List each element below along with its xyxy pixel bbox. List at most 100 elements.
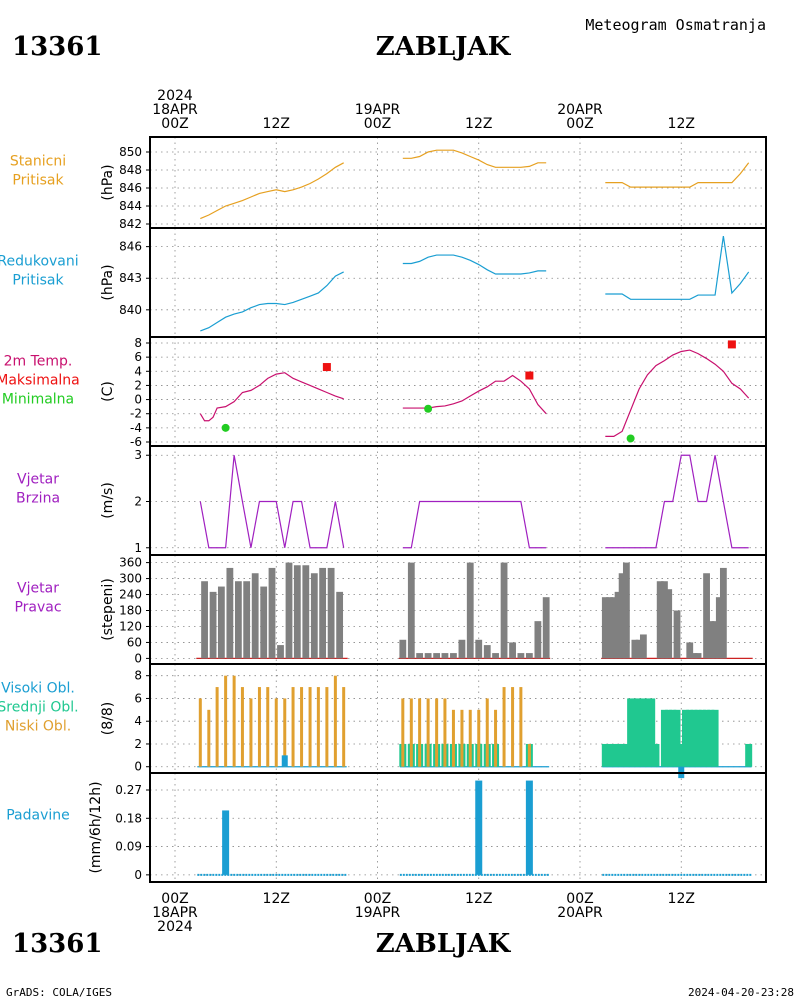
- wind-direction-bar: [217, 586, 225, 659]
- y-tick-label: -2: [130, 407, 142, 421]
- precip-bar: [525, 780, 533, 875]
- low-cloud-bar: [316, 687, 320, 767]
- wind-direction-bar: [534, 621, 542, 659]
- y-tick-label: 4: [134, 714, 142, 728]
- series-line: [605, 454, 749, 549]
- series-line: [199, 455, 345, 549]
- wind-direction-bar: [631, 639, 639, 659]
- panel-station-pressure: 842 844 846 848 850 Stanicni Pritisak (hPa): [10, 136, 767, 231]
- panel-frame: [149, 227, 767, 338]
- wind-direction-bar: [327, 567, 335, 659]
- y-tick-label: 8: [134, 336, 142, 350]
- wind-direction-bar: [606, 597, 613, 659]
- y-tick-label: 0: [134, 393, 142, 407]
- low-cloud-bar: [207, 709, 211, 767]
- top-time-label: 12Z: [668, 116, 695, 132]
- bottom-time-label: 00Z: [161, 891, 188, 907]
- low-cloud-bar: [494, 709, 498, 767]
- mid-cloud-bar: [682, 709, 690, 767]
- low-cloud-bar: [198, 698, 202, 767]
- y-tick-label: -6: [130, 435, 142, 449]
- wind-direction-bar: [475, 639, 483, 659]
- station-name: ZABLJAK: [376, 32, 512, 62]
- bottom-time-label: 00Z: [364, 891, 391, 907]
- min-temp-marker: [626, 434, 635, 443]
- wind-direction-bar: [542, 597, 550, 659]
- panel-reduced-pressure: 840 843 846 Redukovani Pritisak (hPa): [0, 227, 767, 338]
- mid-cloud-bar: [669, 709, 677, 767]
- wind-direction-bar: [509, 642, 516, 659]
- wind-direction-bar: [665, 589, 673, 659]
- mid-cloud-bar: [631, 698, 639, 767]
- bottom-time-label: 20APR: [557, 905, 603, 921]
- wind-direction-bar: [201, 581, 208, 659]
- footer-timestamp: 2024-04-20-23:28: [688, 986, 794, 999]
- wind-direction-bar: [458, 639, 466, 659]
- mid-cloud-bar: [703, 709, 711, 767]
- low-cloud-bar: [460, 709, 464, 767]
- max-temp-marker: [525, 371, 534, 380]
- panel-side-label: Pritisak: [12, 173, 64, 189]
- y-tick-label: 4: [134, 364, 142, 378]
- wind-direction-bar: [673, 610, 681, 659]
- mid-cloud-bar: [665, 709, 673, 767]
- wind-direction-bar: [416, 653, 424, 659]
- low-cloud-bar: [325, 687, 329, 767]
- wind-direction-bar: [614, 591, 622, 659]
- y-tick-label: 60: [127, 635, 142, 649]
- mid-cloud-bar: [652, 743, 660, 767]
- wind-direction-bar: [610, 597, 618, 659]
- panel-side-label: Niski Obl.: [5, 719, 71, 735]
- y-tick-label: 2: [134, 378, 142, 392]
- mid-cloud-bar: [698, 709, 706, 767]
- series-line: [402, 254, 547, 275]
- wind-direction-bar: [690, 653, 698, 659]
- wind-direction-bar: [492, 653, 499, 659]
- wind-direction-bar: [500, 562, 508, 659]
- min-temp-marker: [424, 404, 433, 413]
- series-line: [605, 162, 750, 188]
- wind-direction-bar: [686, 642, 694, 659]
- wind-direction-bar: [694, 653, 702, 659]
- page-header: 13361 ZABLJAK Meteogram Osmatranja: [12, 16, 766, 62]
- y-tick-label: 6: [134, 350, 142, 364]
- y-tick-label: 848: [119, 163, 142, 177]
- low-cloud-bar: [426, 698, 430, 767]
- top-time-label: 00Z: [364, 116, 391, 132]
- wind-direction-bar: [310, 573, 318, 659]
- low-cloud-bar: [511, 687, 515, 767]
- low-cloud-bar: [333, 675, 337, 767]
- high-cloud-bar: [281, 755, 288, 767]
- mid-cloud-bar: [694, 709, 702, 767]
- footer-station-name: ZABLJAK: [376, 929, 512, 959]
- bottom-time-label: 18APR: [152, 905, 198, 921]
- low-cloud-bar: [409, 698, 413, 767]
- panel-side-label: Pravac: [14, 600, 61, 616]
- mid-cloud-bar: [618, 743, 626, 767]
- bottom-time-label: 12Z: [668, 891, 695, 907]
- low-cloud-bar: [308, 687, 312, 767]
- mid-cloud-bar: [639, 698, 647, 767]
- panel-side-label: Pritisak: [12, 273, 64, 289]
- y-tick-label: 846: [119, 240, 142, 254]
- low-cloud-bar: [527, 743, 531, 767]
- y-axis-label: (hPa): [100, 164, 116, 200]
- panel-side-label: Visoki Obl.: [1, 681, 75, 697]
- mid-cloud-bar: [610, 743, 618, 767]
- panel-side-label: Padavine: [6, 808, 70, 824]
- bottom-time-label: 19APR: [355, 905, 401, 921]
- low-cloud-bar: [502, 687, 506, 767]
- wind-direction-bar: [251, 573, 259, 659]
- y-tick-label: 843: [119, 271, 142, 285]
- panel-side-label: Vjetar: [17, 581, 59, 597]
- bottom-time-label: 2024: [157, 919, 193, 935]
- wind-direction-bar: [703, 573, 710, 659]
- panel-cloud-cover: 0 2 4 6 8 Visoki Obl. Srednji Obl. Niski Obl. (8…: [0, 663, 767, 779]
- panel-side-label: Minimalna: [2, 392, 74, 408]
- panel-side-label: Redukovani: [0, 254, 79, 270]
- top-time-label: 12Z: [465, 116, 492, 132]
- mid-cloud-bar: [711, 709, 719, 767]
